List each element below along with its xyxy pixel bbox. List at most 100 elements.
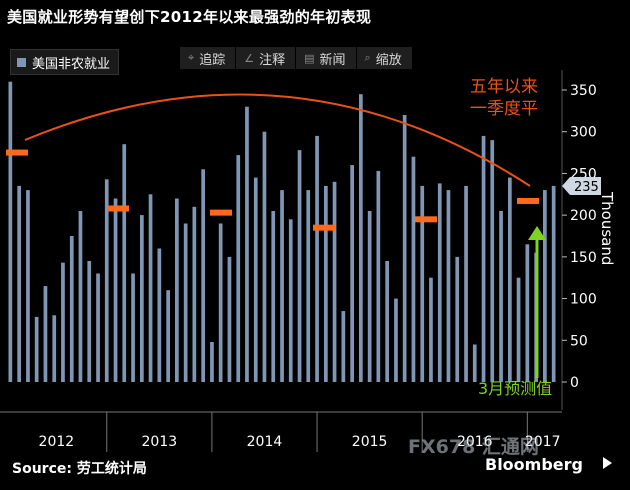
data-bar — [148, 194, 153, 382]
badge-value: 235 — [574, 180, 599, 195]
legend-swatch — [17, 57, 26, 67]
data-bar — [297, 150, 302, 382]
y-tick-label: 200 — [570, 208, 597, 224]
data-bar — [516, 277, 521, 382]
q1-average-marker — [107, 205, 129, 212]
bar-series — [8, 81, 556, 382]
data-bar — [315, 135, 319, 382]
y-tick-label: 0 — [570, 375, 579, 391]
data-bar — [525, 244, 530, 382]
legend[interactable]: 美国非农就业 — [10, 49, 120, 75]
data-bar — [402, 115, 407, 382]
data-bar — [306, 190, 311, 382]
data-bar — [43, 286, 48, 382]
data-bar — [96, 273, 100, 382]
data-bar — [52, 315, 57, 382]
data-bar — [490, 140, 495, 382]
play-icon[interactable] — [603, 457, 612, 469]
q1-average-marker — [517, 197, 539, 204]
x-tick-label: 2013 — [142, 434, 178, 450]
data-bar — [122, 144, 127, 382]
data-bar — [394, 298, 398, 382]
data-bar — [87, 261, 92, 382]
data-bar — [253, 177, 258, 382]
data-bar — [192, 206, 197, 382]
data-bar — [420, 185, 425, 382]
data-bar — [332, 181, 337, 382]
data-bar — [157, 248, 162, 382]
data-bar — [236, 155, 241, 382]
data-bar — [227, 256, 232, 382]
data-bar — [543, 190, 547, 382]
annotation-line: 一季度平 — [470, 99, 538, 119]
toolbar-zoom-button[interactable]: ⌕ 缩放 — [356, 47, 413, 69]
data-bar — [280, 190, 284, 382]
data-bar — [262, 131, 267, 382]
y-axis-label: Thousand — [598, 191, 616, 265]
toolbar-news-button[interactable]: ▤ 新闻 — [296, 47, 357, 69]
news-icon: ▤ — [304, 51, 315, 65]
data-bar — [8, 81, 13, 382]
data-bar — [61, 262, 65, 382]
data-bar — [376, 170, 381, 382]
x-tick-label: 2014 — [247, 434, 283, 450]
chart-title: 美国就业形势有望创下2012年以来最强劲的年初表现 — [7, 8, 372, 26]
data-bar — [210, 342, 214, 382]
q1-average-marker — [210, 209, 232, 216]
current-value-badge: 235 — [562, 176, 601, 195]
x-tick-label: 2016 — [457, 434, 493, 450]
data-bar — [324, 185, 328, 382]
q1-average-marker — [415, 216, 437, 223]
y-tick-label: 350 — [570, 83, 597, 99]
q1-average-marker — [313, 224, 335, 231]
data-bar — [175, 198, 179, 382]
x-axis: 2012 2013 2014 2015 2016 2017 — [0, 411, 562, 452]
data-bar — [359, 94, 363, 382]
y-tick-label: 50 — [570, 333, 588, 349]
data-bar — [78, 211, 83, 382]
trend-arc — [24, 93, 531, 187]
magnifier-icon: ⌕ — [364, 51, 371, 64]
watermark: FX678 汇通网 — [408, 436, 539, 458]
data-bar — [429, 277, 433, 382]
legend-label: 美国非农就业 — [32, 56, 111, 72]
forecast-label: 3月预测值 — [478, 379, 552, 398]
toolbar-annotate-button[interactable]: ∠ 注释 — [236, 47, 297, 69]
data-bar — [385, 261, 389, 382]
x-tick-label: 2012 — [39, 434, 75, 450]
data-bar — [341, 311, 346, 382]
data-bar — [69, 236, 74, 382]
data-bar — [245, 106, 249, 382]
x-tick-label: 2017 — [525, 434, 561, 450]
data-bar — [499, 211, 503, 382]
data-bar — [104, 179, 109, 382]
data-bar — [34, 316, 39, 382]
data-bar — [113, 198, 118, 382]
data-bar — [455, 256, 460, 382]
x-tick-label: 2015 — [352, 434, 388, 450]
bloomberg-logo: Bloomberg — [485, 455, 583, 474]
data-bar — [140, 215, 144, 382]
toolbar-track-button[interactable]: ⌖ 追踪 — [180, 47, 237, 69]
data-bar — [367, 211, 372, 382]
data-bar — [218, 223, 223, 382]
source-label: Source: 劳工统计局 — [12, 461, 147, 477]
data-bar — [508, 177, 512, 382]
data-bar — [288, 219, 293, 382]
data-bar — [131, 273, 135, 382]
data-bar — [481, 135, 486, 382]
chart-toolbar: ⌖ 追踪 ∠ 注释 ▤ 新闻 ⌕ 缩放 — [180, 47, 413, 69]
pencil-icon: ∠ — [244, 51, 255, 65]
data-bar — [26, 190, 30, 382]
forecast-arrow: 3月预测值 — [478, 226, 552, 398]
toolbar-label: 新闻 — [319, 52, 346, 68]
crosshair-icon: ⌖ — [188, 51, 195, 64]
q1-average-markers — [6, 149, 539, 231]
y-tick-label: 150 — [570, 250, 597, 266]
q1-average-marker — [6, 149, 28, 156]
data-bar — [411, 156, 416, 382]
data-bar — [271, 211, 276, 382]
